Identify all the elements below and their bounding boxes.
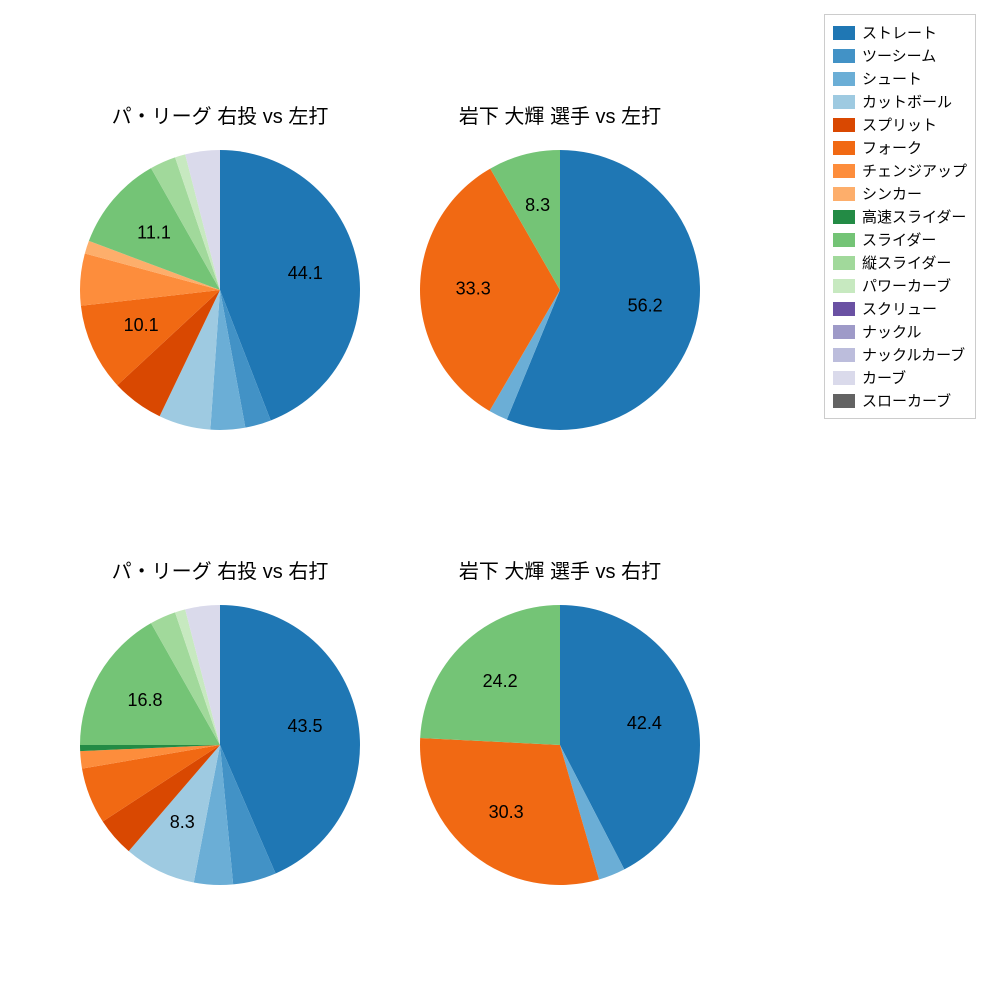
chart-title: パ・リーグ 右投 vs 右打 bbox=[60, 555, 380, 584]
legend-swatch bbox=[833, 141, 855, 155]
legend-swatch bbox=[833, 348, 855, 362]
legend-swatch bbox=[833, 210, 855, 224]
legend-label: フォーク bbox=[862, 137, 922, 158]
legend-swatch bbox=[833, 256, 855, 270]
legend-label: ツーシーム bbox=[862, 45, 936, 66]
legend-item: ナックル bbox=[833, 320, 967, 343]
slice-value-label: 42.4 bbox=[627, 713, 662, 733]
legend-item: パワーカーブ bbox=[833, 274, 967, 297]
slice-value-label: 16.8 bbox=[127, 690, 162, 710]
legend-label: パワーカーブ bbox=[862, 275, 951, 296]
slice-value-label: 33.3 bbox=[456, 278, 491, 298]
legend-label: スローカーブ bbox=[862, 390, 951, 411]
legend-swatch bbox=[833, 233, 855, 247]
legend-label: 高速スライダー bbox=[862, 206, 966, 227]
legend: ストレートツーシームシュートカットボールスプリットフォークチェンジアップシンカー… bbox=[824, 14, 976, 419]
legend-swatch bbox=[833, 26, 855, 40]
legend-label: スプリット bbox=[862, 114, 937, 135]
legend-label: チェンジアップ bbox=[862, 160, 967, 181]
legend-swatch bbox=[833, 394, 855, 408]
legend-swatch bbox=[833, 302, 855, 316]
pie-chart: 42.4 30.3 24.2 bbox=[420, 605, 700, 885]
pie-chart: 44.1 10.1 11.1 bbox=[80, 150, 360, 430]
legend-item: カーブ bbox=[833, 366, 967, 389]
slice-value-label: 56.2 bbox=[628, 296, 663, 316]
chart-title: パ・リーグ 右投 vs 左打 bbox=[60, 100, 380, 129]
legend-item: シンカー bbox=[833, 182, 967, 205]
legend-label: スライダー bbox=[862, 229, 936, 250]
chart-title: 岩下 大輝 選手 vs 左打 bbox=[400, 100, 720, 129]
slice-value-label: 30.3 bbox=[489, 802, 524, 822]
legend-swatch bbox=[833, 164, 855, 178]
legend-swatch bbox=[833, 118, 855, 132]
legend-item: ツーシーム bbox=[833, 44, 967, 67]
chart-grid: ストレートツーシームシュートカットボールスプリットフォークチェンジアップシンカー… bbox=[0, 0, 1000, 1000]
legend-swatch bbox=[833, 325, 855, 339]
legend-item: シュート bbox=[833, 67, 967, 90]
slice-value-label: 10.1 bbox=[124, 315, 159, 335]
legend-item: チェンジアップ bbox=[833, 159, 967, 182]
legend-item: スローカーブ bbox=[833, 389, 967, 412]
legend-item: 高速スライダー bbox=[833, 205, 967, 228]
slice-value-label: 8.3 bbox=[525, 195, 550, 215]
legend-label: ナックルカーブ bbox=[862, 344, 965, 365]
legend-swatch bbox=[833, 49, 855, 63]
legend-swatch bbox=[833, 187, 855, 201]
slice-value-label: 8.3 bbox=[170, 812, 195, 832]
chart-title: 岩下 大輝 選手 vs 右打 bbox=[400, 555, 720, 584]
legend-label: スクリュー bbox=[862, 298, 937, 319]
legend-swatch bbox=[833, 95, 855, 109]
pie-chart: 43.5 8.3 16.8 bbox=[80, 605, 360, 885]
slice-value-label: 43.5 bbox=[287, 716, 322, 736]
legend-item: フォーク bbox=[833, 136, 967, 159]
legend-label: ナックル bbox=[862, 321, 922, 342]
legend-label: カットボール bbox=[862, 91, 952, 112]
legend-swatch bbox=[833, 279, 855, 293]
legend-label: カーブ bbox=[862, 367, 906, 388]
legend-label: シュート bbox=[862, 68, 922, 89]
slice-value-label: 44.1 bbox=[288, 263, 323, 283]
legend-label: シンカー bbox=[862, 183, 922, 204]
slice-value-label: 24.2 bbox=[483, 671, 518, 691]
slice-value-label: 11.1 bbox=[137, 222, 171, 242]
legend-item: カットボール bbox=[833, 90, 967, 113]
legend-item: スクリュー bbox=[833, 297, 967, 320]
legend-item: 縦スライダー bbox=[833, 251, 967, 274]
legend-label: ストレート bbox=[862, 22, 937, 43]
legend-label: 縦スライダー bbox=[862, 252, 951, 273]
legend-item: ストレート bbox=[833, 21, 967, 44]
legend-item: ナックルカーブ bbox=[833, 343, 967, 366]
legend-item: スプリット bbox=[833, 113, 967, 136]
pie-chart: 56.2 33.3 8.3 bbox=[420, 150, 700, 430]
legend-swatch bbox=[833, 371, 855, 385]
legend-swatch bbox=[833, 72, 855, 86]
legend-item: スライダー bbox=[833, 228, 967, 251]
